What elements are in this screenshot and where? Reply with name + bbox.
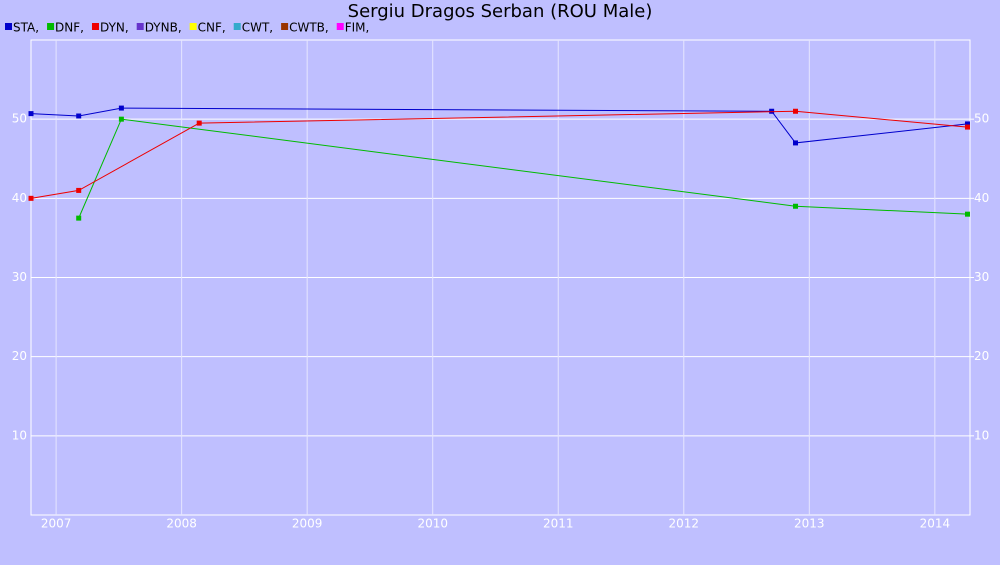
point xyxy=(118,116,124,122)
legend-swatch xyxy=(91,23,99,30)
legend-swatch xyxy=(281,23,289,30)
point xyxy=(964,211,970,217)
x-tick-label: 2013 xyxy=(794,517,825,531)
legend-label: STA, xyxy=(13,21,39,35)
legend-label: DYNB, xyxy=(145,21,182,35)
legend-label: FIM, xyxy=(345,21,370,35)
y-tick-label: 30 xyxy=(12,270,27,284)
series-line xyxy=(30,110,968,199)
legend-label: CWT, xyxy=(242,21,273,35)
y-tick-label: 10 xyxy=(12,428,27,442)
y2-tick-label: 20 xyxy=(974,349,989,363)
point xyxy=(793,108,799,114)
point xyxy=(76,113,82,119)
legend-swatch xyxy=(136,23,144,30)
legend-label: DNF, xyxy=(55,21,84,35)
point xyxy=(28,111,34,117)
x-tick-label: 2014 xyxy=(920,517,951,531)
x-tick-label: 2012 xyxy=(669,517,700,531)
legend-swatch xyxy=(47,23,55,30)
x-tick-label: 2011 xyxy=(543,517,574,531)
legend-label: CWTB, xyxy=(289,21,329,35)
point xyxy=(964,124,970,130)
chart-title: Sergiu Dragos Serban (ROU Male) xyxy=(348,1,653,22)
point xyxy=(964,121,970,127)
x-tick-label: 2009 xyxy=(292,517,323,531)
point xyxy=(118,105,124,111)
x-tick-label: 2008 xyxy=(166,517,197,531)
legend-swatch xyxy=(233,23,241,30)
x-tick-label: 2007 xyxy=(41,517,72,531)
y2-tick-label: 50 xyxy=(974,112,989,126)
y-tick-label: 20 xyxy=(12,349,27,363)
legend-swatch xyxy=(189,23,197,30)
point xyxy=(76,187,82,193)
y2-tick-label: 10 xyxy=(974,428,989,442)
y-tick-label: 50 xyxy=(12,112,27,126)
legend-swatch xyxy=(5,23,12,30)
series-line xyxy=(30,107,968,144)
y2-tick-label: 40 xyxy=(974,191,989,205)
series-line xyxy=(78,118,968,219)
point xyxy=(28,195,34,201)
point xyxy=(793,203,799,209)
point xyxy=(793,140,799,146)
legend-label: DYN, xyxy=(100,21,129,35)
y2-tick-label: 30 xyxy=(974,270,989,284)
legend-swatch xyxy=(336,23,344,30)
legend-label: CNF, xyxy=(198,21,226,35)
x-tick-label: 2010 xyxy=(417,517,448,531)
point xyxy=(76,215,82,221)
point xyxy=(196,120,202,126)
y-tick-label: 40 xyxy=(12,191,27,205)
